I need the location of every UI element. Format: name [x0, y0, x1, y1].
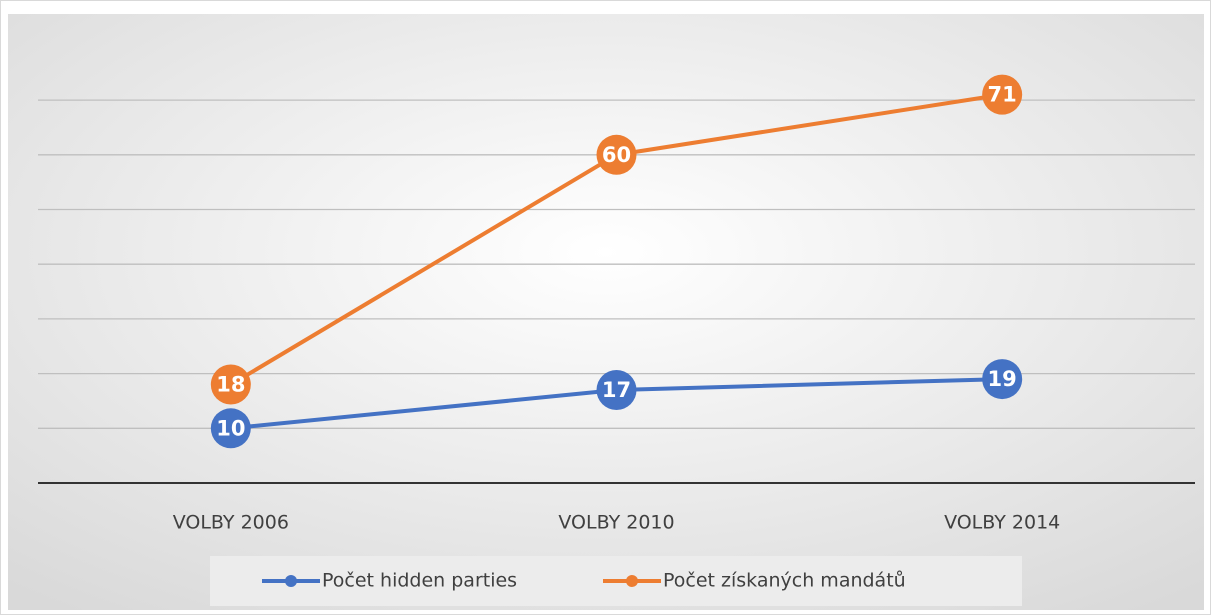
data-label: 60: [602, 143, 631, 167]
data-label: 18: [216, 373, 245, 397]
marker: [596, 370, 637, 411]
legend-marker: [285, 575, 297, 587]
x-tick-label: VOLBY 2010: [558, 512, 674, 534]
data-label: 17: [602, 378, 631, 402]
marker: [982, 74, 1023, 115]
marker: [210, 364, 251, 405]
data-label: 10: [216, 416, 245, 440]
legend-marker: [626, 575, 638, 587]
data-label: 19: [988, 367, 1017, 391]
marker: [210, 408, 251, 449]
x-tick-label: VOLBY 2006: [173, 512, 289, 534]
legend-label: Počet hidden parties: [322, 570, 517, 592]
marker: [982, 359, 1023, 400]
data-label: 71: [988, 83, 1017, 107]
x-tick-label: VOLBY 2014: [944, 512, 1060, 534]
legend-label: Počet získaných mandátů: [663, 570, 906, 592]
marker: [596, 134, 637, 175]
